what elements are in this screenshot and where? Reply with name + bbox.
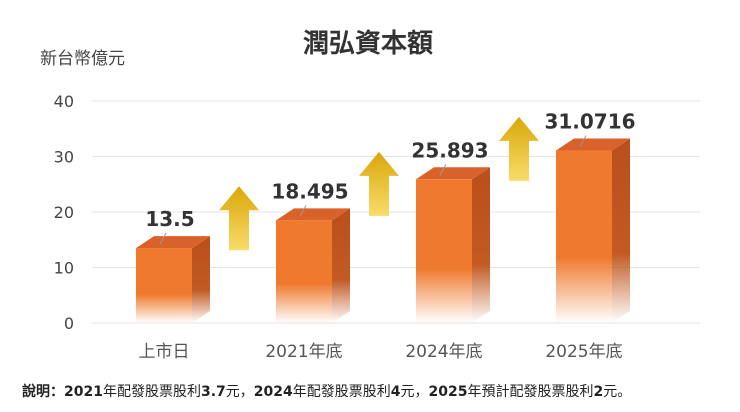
footnote-year-2024: 2024: [253, 384, 293, 400]
growth-arrow-icon: [499, 116, 539, 181]
footnote: 說明：2021年配發股票股利3.7元，2024年配發股票股利4元，2025年預計…: [22, 381, 734, 401]
bar-side: [472, 167, 490, 323]
y-tick-label: 20: [54, 203, 74, 222]
bar-front: [136, 248, 192, 323]
y-tick-label: 30: [54, 148, 74, 167]
chart-title: 潤弘資本額: [303, 29, 433, 59]
bar-side: [192, 236, 210, 323]
bar-top: [136, 236, 210, 249]
data-label: 25.893: [411, 138, 488, 162]
footnote-amount-3: 2: [593, 384, 604, 400]
x-tick-label: 上市日: [139, 342, 190, 362]
bar-top: [276, 208, 350, 221]
capital-chart: 潤弘資本額 新台幣億元 0 10 20 30 40 13.5 上市日 18.495 2021年…: [40, 29, 700, 362]
bar-front: [416, 179, 472, 323]
data-label: 31.0716: [544, 110, 635, 134]
bar-top: [416, 167, 490, 180]
bar-side: [332, 208, 350, 323]
data-label-leader: [439, 164, 447, 176]
x-tick-label: 2025年底: [545, 342, 622, 362]
y-axis-label: 新台幣億元: [40, 49, 125, 69]
data-label-leader: [299, 205, 307, 217]
footnote-text-3: 年預計配發股票股利: [467, 384, 594, 400]
footnote-amount-1: 3.7: [200, 384, 226, 400]
footnote-year-2025: 2025: [428, 384, 468, 400]
footnote-year-2021: 2021: [64, 384, 103, 400]
bar: [556, 138, 630, 323]
bar-side: [612, 138, 630, 323]
footnote-text-1: 年配發股票股利: [102, 384, 201, 400]
footnote-unit-1: 元，: [225, 384, 254, 400]
footnote-unit-3: 元。: [603, 384, 632, 400]
footnote-prefix: 說明：: [22, 384, 64, 400]
data-label-leader: [159, 232, 167, 245]
growth-arrow-icon: [219, 186, 259, 251]
bar: [136, 236, 210, 323]
footnote-unit-2: 元，: [400, 384, 429, 400]
bar-top: [556, 138, 630, 151]
data-label: 18.495: [271, 179, 348, 203]
bar-front: [556, 150, 612, 323]
footnote-text-2: 年配發股票股利: [292, 384, 391, 400]
data-label-leader: [579, 135, 587, 147]
growth-arrow-icon: [359, 151, 399, 216]
bar-front: [276, 220, 332, 323]
bar: [276, 208, 350, 323]
y-tick-label: 0: [64, 314, 74, 333]
x-tick-label: 2024年底: [405, 342, 482, 362]
x-tick-label: 2021年底: [265, 342, 342, 362]
bar: [416, 167, 490, 323]
data-label: 13.5: [145, 207, 194, 231]
footnote-amount-2: 4: [390, 384, 401, 400]
y-tick-label: 10: [54, 259, 74, 278]
y-tick-label: 40: [54, 92, 74, 111]
